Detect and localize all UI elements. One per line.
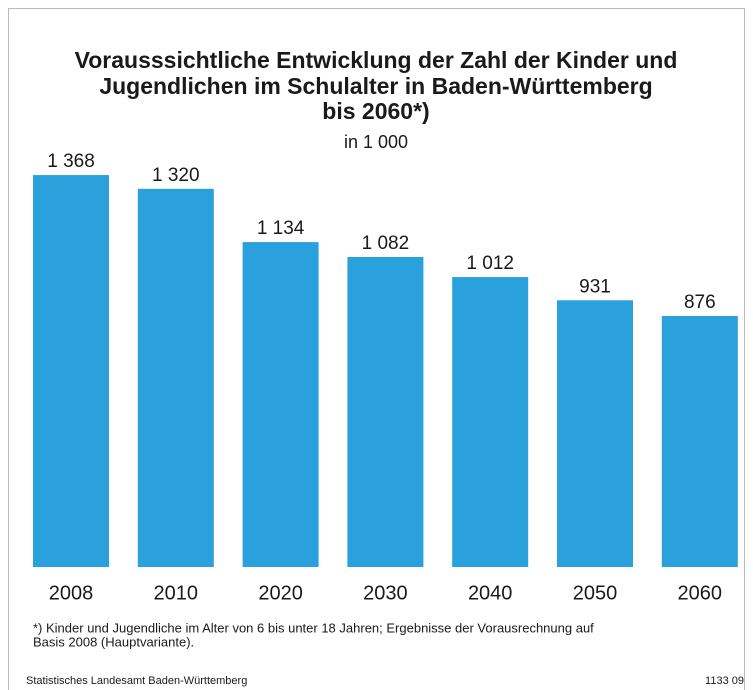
subtitle: in 1 000 — [344, 132, 408, 152]
value-label: 1 082 — [362, 233, 410, 254]
x-tick-label: 2060 — [678, 582, 723, 604]
value-label: 1 012 — [466, 253, 514, 274]
source: Statistisches Landesamt Baden-Württember… — [26, 675, 247, 687]
x-tick-label: 2008 — [49, 582, 94, 604]
value-label: 1 368 — [47, 151, 95, 172]
value-label: 876 — [684, 292, 716, 313]
x-tick-label: 2010 — [154, 582, 199, 604]
bar — [557, 300, 633, 567]
bar — [33, 175, 109, 567]
x-tick-label: 2030 — [363, 582, 408, 604]
footnote: *) Kinder und Jugendliche im Alter von 6… — [33, 620, 594, 635]
frame — [8, 8, 745, 690]
value-label: 931 — [579, 276, 611, 297]
bar — [137, 188, 214, 567]
chart-code: 1133 09 — [705, 675, 744, 687]
bar — [347, 257, 424, 567]
x-tick-label: 2040 — [468, 582, 513, 604]
value-label: 1 134 — [257, 218, 305, 239]
x-tick-label: 2020 — [258, 582, 303, 604]
chart-title: Vorausssichtliche Entwicklung der Zahl d… — [75, 47, 678, 73]
bar — [661, 316, 738, 567]
value-label: 1 320 — [152, 165, 200, 186]
chart-title: bis 2060*) — [322, 98, 429, 124]
bar — [242, 242, 319, 567]
bar — [452, 277, 529, 567]
x-tick-label: 2050 — [573, 582, 618, 604]
chart-title: Jugendlichen im Schulalter in Baden-Würt… — [99, 73, 652, 99]
footnote: Basis 2008 (Hauptvariante). — [33, 634, 194, 649]
